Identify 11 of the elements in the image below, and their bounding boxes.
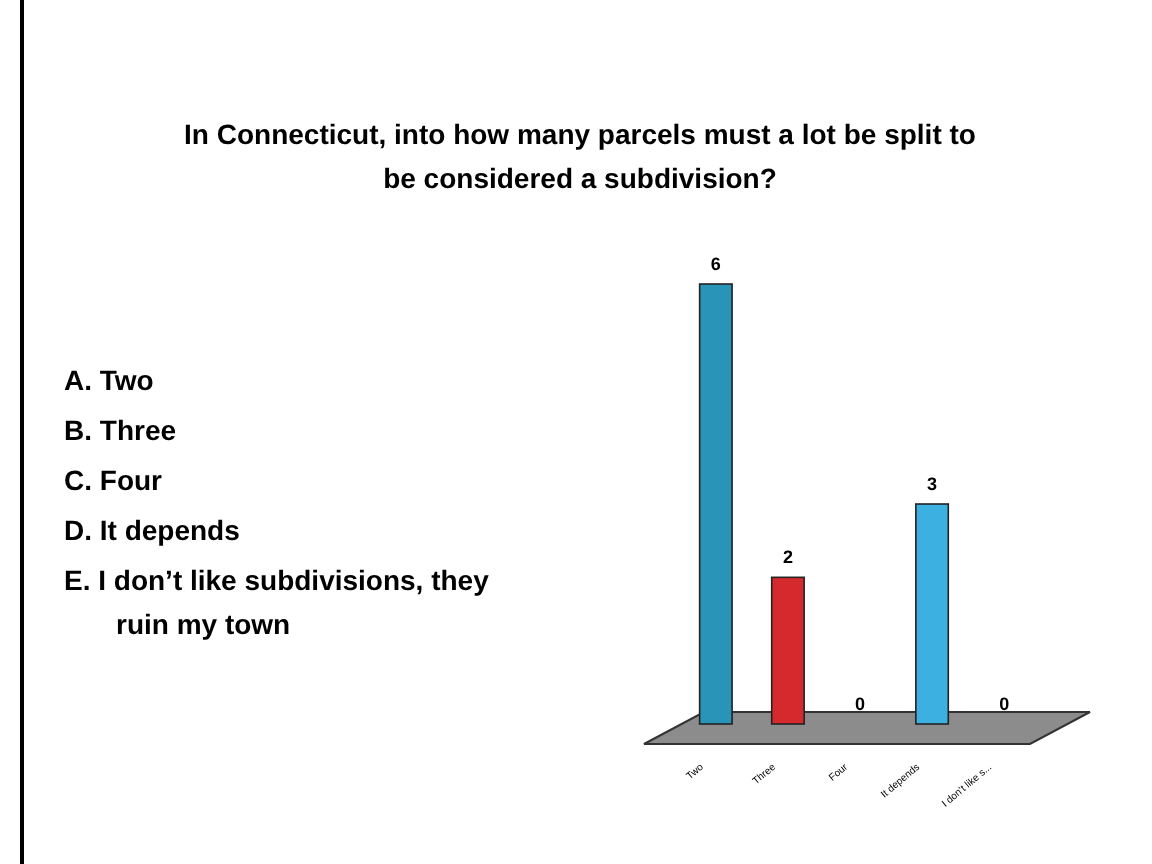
data-label: 3 bbox=[927, 474, 938, 494]
data-label: 0 bbox=[999, 694, 1010, 714]
text: E. I don’t like subdivisions, they ruin my town bbox=[64, 564, 490, 640]
data-label: 2 bbox=[782, 547, 793, 568]
text: B. Three bbox=[64, 414, 177, 446]
text: C. Four bbox=[64, 464, 164, 496]
text: A. Two bbox=[64, 364, 154, 396]
chart-title: In Connecticut, into how many parcels must a lot be split to be considered a subdivision? bbox=[184, 118, 976, 194]
data-label: 0 bbox=[854, 694, 866, 714]
text: D. It depends bbox=[64, 514, 241, 546]
data-label: 6 bbox=[710, 254, 721, 274]
